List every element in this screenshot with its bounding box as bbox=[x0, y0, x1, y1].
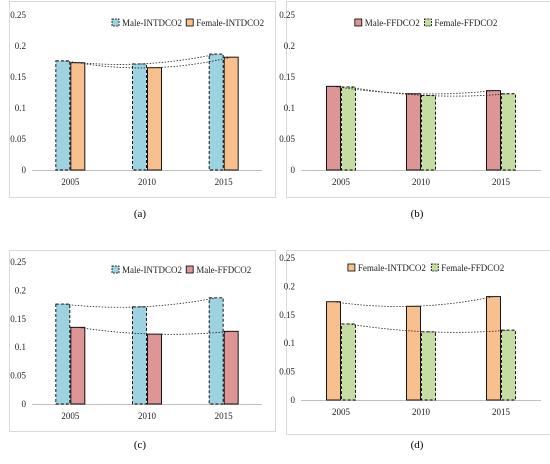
legend-label: Male-INTDCO2 bbox=[122, 265, 182, 275]
chart-panel-3: 0 0.05 0.1 0.15 0.2 0.25 2005 2010 2015 Male-INTD… bbox=[10, 251, 276, 452]
legend-label: Female-INTDCO2 bbox=[196, 18, 264, 28]
x-tick-label: 2015 bbox=[492, 407, 511, 417]
y-tick-label: 0.1 bbox=[284, 338, 295, 348]
y-tick-label: 0.1 bbox=[15, 103, 26, 113]
y-tick-label: 0.15 bbox=[10, 314, 26, 324]
bar-female-intdco2-2005 bbox=[71, 63, 85, 170]
bar-male-intdco2-2015 bbox=[209, 298, 223, 404]
y-tick-label: 0 bbox=[291, 165, 296, 175]
bar-female-ffdco2-2005 bbox=[342, 324, 356, 400]
x-tick-label: 2015 bbox=[215, 177, 234, 187]
x-tick-label: 2005 bbox=[61, 177, 80, 187]
x-tick-label: 2015 bbox=[215, 411, 234, 421]
y-tick-label: 0.1 bbox=[15, 342, 26, 352]
y-tick-label: 0.05 bbox=[279, 367, 295, 377]
legend-label: Male-INTDCO2 bbox=[122, 18, 182, 28]
y-tick-label: 0.25 bbox=[279, 10, 295, 20]
panel-caption: (d) bbox=[411, 439, 424, 451]
x-tick-label: 2005 bbox=[61, 411, 80, 421]
legend-swatch bbox=[424, 19, 431, 26]
legend-swatch bbox=[112, 19, 119, 26]
y-tick-label: 0.05 bbox=[279, 134, 295, 144]
y-tick-label: 0.25 bbox=[279, 253, 295, 263]
legend-swatch bbox=[112, 266, 119, 273]
y-tick-label: 0.2 bbox=[15, 285, 26, 295]
y-tick-label: 0.15 bbox=[279, 310, 295, 320]
y-tick-label: 0.15 bbox=[279, 72, 295, 82]
panel-caption: (a) bbox=[134, 208, 147, 220]
legend-label: Female-FFDCO2 bbox=[441, 263, 504, 273]
legend-swatch bbox=[431, 264, 438, 271]
bar-female-ffdco2-2005 bbox=[342, 87, 356, 170]
y-tick-label: 0.05 bbox=[10, 371, 26, 381]
y-tick-label: 0.2 bbox=[284, 281, 295, 291]
legend-label: Male-FFDCO2 bbox=[365, 18, 420, 28]
legend-label: Female-INTDCO2 bbox=[358, 263, 426, 273]
bar-female-intdco2-2015 bbox=[224, 57, 238, 170]
x-tick-label: 2010 bbox=[138, 411, 157, 421]
chart-panel-1: 0 0.05 0.1 0.15 0.2 0.25 2005 2010 2015 Male-INTD… bbox=[10, 2, 276, 221]
bar-male-intdco2-2010 bbox=[133, 307, 147, 404]
y-tick-label: 0.05 bbox=[10, 134, 26, 144]
legend: Male-INTDCO2 Male-FFDCO2 bbox=[112, 265, 251, 275]
y-tick-label: 0.1 bbox=[284, 103, 295, 113]
x-tick-label: 2010 bbox=[412, 177, 431, 187]
bar-female-ffdco2-2010 bbox=[422, 96, 436, 170]
bar-female-intdco2-2010 bbox=[407, 306, 421, 400]
y-tick-label: 0.25 bbox=[10, 257, 26, 267]
y-tick-label: 0 bbox=[22, 165, 27, 175]
y-tick-label: 0.2 bbox=[15, 41, 26, 51]
x-tick-label: 2010 bbox=[412, 407, 431, 417]
bar-male-intdco2-2015 bbox=[209, 54, 223, 170]
bar-female-ffdco2-2015 bbox=[502, 94, 516, 170]
bar-male-ffdco2-2015 bbox=[224, 331, 238, 404]
bar-male-ffdco2-2005 bbox=[71, 327, 85, 404]
y-tick-label: 0.25 bbox=[10, 10, 26, 20]
chart-panel-4: 0 0.05 0.1 0.15 0.2 0.25 2005 2010 2015 Female-IN… bbox=[279, 251, 550, 452]
legend-swatch bbox=[186, 266, 193, 273]
bar-male-ffdco2-2005 bbox=[327, 86, 341, 170]
y-tick-label: 0.2 bbox=[284, 41, 295, 51]
bar-female-intdco2-2010 bbox=[148, 68, 162, 170]
x-tick-label: 2010 bbox=[138, 177, 157, 187]
bar-male-intdco2-2005 bbox=[56, 61, 70, 170]
panel-caption: (b) bbox=[411, 208, 424, 220]
legend-label: Female-FFDCO2 bbox=[434, 18, 497, 28]
legend-label: Male-FFDCO2 bbox=[196, 265, 251, 275]
bar-male-intdco2-2005 bbox=[56, 304, 70, 404]
bar-female-intdco2-2005 bbox=[327, 302, 341, 400]
bar-female-ffdco2-2010 bbox=[422, 332, 436, 400]
y-tick-label: 0 bbox=[291, 395, 296, 405]
bar-male-intdco2-2010 bbox=[133, 64, 147, 170]
bar-male-ffdco2-2010 bbox=[407, 94, 421, 170]
x-tick-label: 2005 bbox=[332, 177, 351, 187]
bar-male-ffdco2-2010 bbox=[148, 334, 162, 404]
legend-swatch bbox=[348, 264, 355, 271]
bar-male-ffdco2-2015 bbox=[487, 91, 501, 170]
y-tick-label: 0 bbox=[22, 399, 27, 409]
chart-panel-2: 0 0.05 0.1 0.15 0.2 0.25 2005 2010 2015 Male-FFDC… bbox=[279, 2, 550, 221]
panel-caption: (c) bbox=[134, 439, 147, 451]
bar-female-ffdco2-2015 bbox=[502, 330, 516, 400]
legend-swatch bbox=[355, 19, 362, 26]
y-tick-label: 0.15 bbox=[10, 72, 26, 82]
x-tick-label: 2005 bbox=[332, 407, 351, 417]
x-tick-label: 2015 bbox=[492, 177, 511, 187]
bar-female-intdco2-2015 bbox=[487, 297, 501, 400]
legend-swatch bbox=[186, 19, 193, 26]
